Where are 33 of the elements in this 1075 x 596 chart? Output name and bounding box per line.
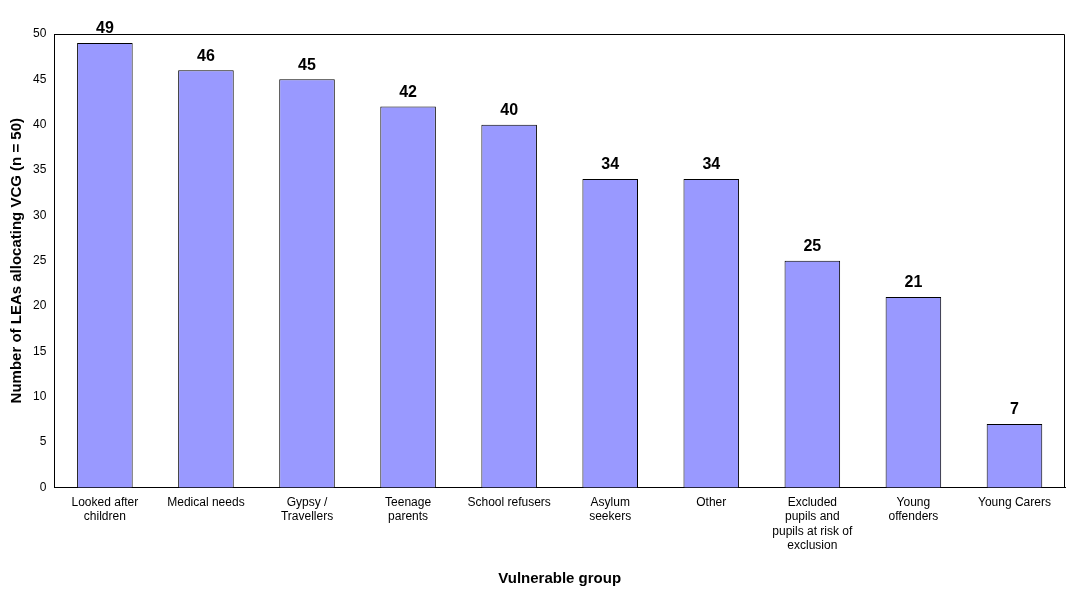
data-label: 34 <box>601 155 620 173</box>
x-tick-label: Young offenders <box>888 494 939 524</box>
y-tick-label: 30 <box>32 207 47 222</box>
data-label: 45 <box>298 55 317 73</box>
data-label: 40 <box>500 101 519 119</box>
data-label: 49 <box>95 19 114 37</box>
y-tick-label: 40 <box>32 116 47 131</box>
x-tick-label: Asylum seekers <box>589 494 632 524</box>
x-tick-label: Teenage parents <box>385 494 432 524</box>
y-tick-label: 10 <box>32 389 47 404</box>
x-tick-label: Other <box>696 494 727 509</box>
data-label: 7 <box>1010 400 1020 418</box>
data-label: 34 <box>702 155 721 173</box>
y-axis-title: Number of LEAs allocating VCG (n = 50) <box>7 117 25 404</box>
y-tick-label: 35 <box>32 162 47 177</box>
y-tick-label: 25 <box>32 253 47 268</box>
data-label: 42 <box>399 82 418 100</box>
y-tick-label: 20 <box>32 298 47 313</box>
x-tick-label: Looked after children <box>71 494 139 524</box>
x-tick-label: Excluded pupils and pupils at risk of exclusion <box>772 494 854 553</box>
data-label: 21 <box>904 273 923 291</box>
x-axis-title: Vulnerable group <box>498 569 622 587</box>
y-tick-label: 50 <box>32 26 47 41</box>
x-tick-label: Gypsy / Travellers <box>280 494 334 524</box>
y-tick-label: 5 <box>39 434 47 449</box>
y-tick-label: 0 <box>39 479 47 494</box>
y-tick-label: 45 <box>32 71 47 86</box>
x-tick-label: School refusers <box>467 494 551 509</box>
x-tick-label: Medical needs <box>167 494 245 509</box>
x-tick-label: Young Carers <box>978 494 1051 509</box>
data-label: 25 <box>803 237 822 255</box>
y-tick-label: 15 <box>32 343 47 358</box>
data-label: 46 <box>197 46 215 64</box>
